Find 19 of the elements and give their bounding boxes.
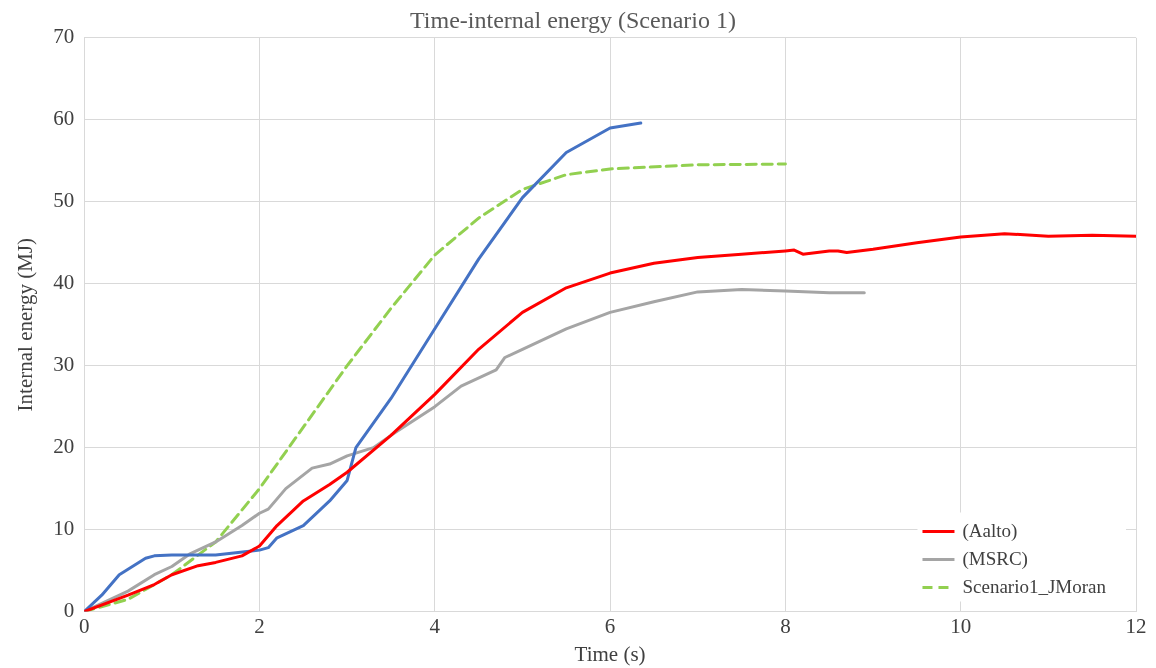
y-tick-label: 40 [53,270,75,295]
y-tick-label: 50 [53,188,75,213]
x-tick-label: 10 [950,613,972,638]
x-tick-label: 12 [1125,613,1147,638]
legend-label: Scenario1_JMoran [962,575,1107,597]
y-tick-label: 30 [53,352,75,377]
legend-label: (Aalto) [962,519,1018,542]
y-tick-label: 70 [53,24,75,49]
x-tick-label: 2 [254,613,265,638]
chart-title: Time-internal energy (Scenario 1) [410,6,736,33]
y-axis-title: Internal energy (MJ) [13,238,38,412]
y-tick-label: 60 [53,106,75,131]
x-tick-label: 8 [780,613,791,638]
y-tick-label: 10 [53,516,75,541]
x-axis-title: Time (s) [574,641,646,666]
legend-label: (MSRC) [962,547,1028,570]
x-tick-label: 6 [604,613,616,638]
x-tick-label: 4 [429,613,441,638]
y-tick-label: 20 [53,434,75,459]
